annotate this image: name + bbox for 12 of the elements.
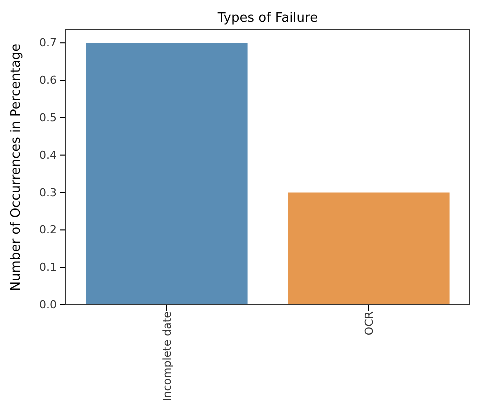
chart-title: Types of Failure bbox=[216, 11, 318, 26]
y-tick-label: 0.3 bbox=[40, 186, 57, 200]
y-axis-title: Number of Occurrences in Percentage bbox=[9, 44, 24, 292]
y-tick-label: 0.0 bbox=[40, 298, 57, 312]
y-tick-label: 0.5 bbox=[40, 111, 57, 124]
y-tick-label: 0.1 bbox=[40, 261, 57, 274]
y-tick-label: 0.7 bbox=[40, 36, 57, 50]
x-tick-label: Incomplete date bbox=[160, 311, 174, 402]
y-tick-label: 0.4 bbox=[40, 148, 57, 162]
x-tick-label: OCR bbox=[362, 311, 376, 336]
y-tick-label: 0.6 bbox=[40, 74, 57, 88]
y-tick-label: 0.2 bbox=[40, 224, 57, 237]
